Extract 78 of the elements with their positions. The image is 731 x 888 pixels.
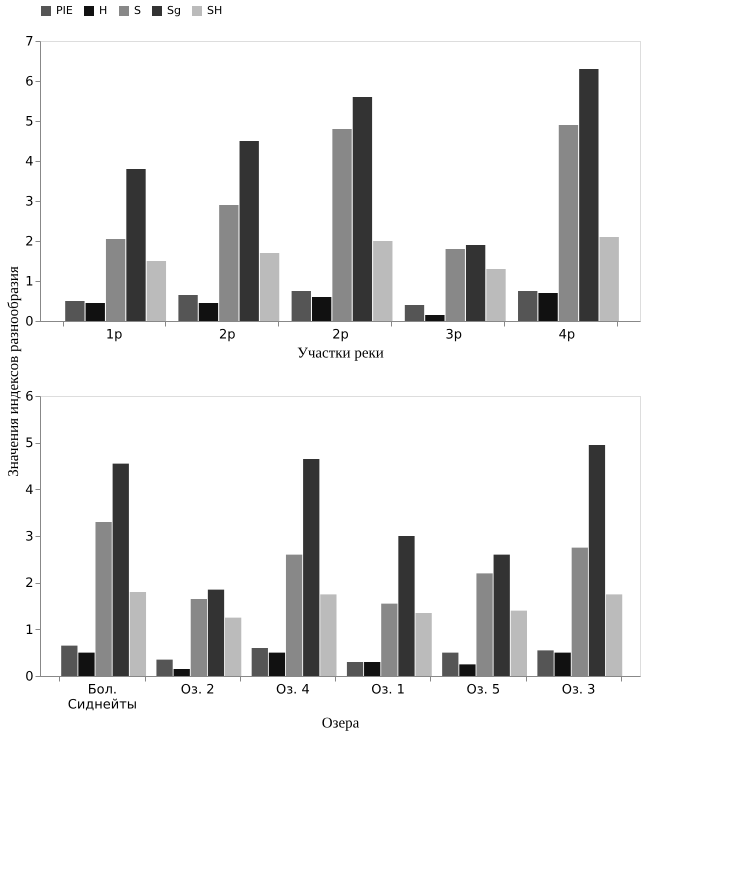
- y-tick-label: 4: [25, 482, 34, 498]
- bar: [579, 69, 599, 321]
- bar: [208, 590, 224, 676]
- bar: [198, 303, 218, 321]
- bar: [364, 662, 380, 676]
- legend-label: SH: [207, 4, 222, 17]
- bar: [260, 253, 280, 321]
- bar: [156, 660, 173, 676]
- y-tick-label: 1: [25, 622, 34, 638]
- y-tick-label: 3: [25, 530, 34, 544]
- y-axis-title: Значения индексов разнообразия: [6, 266, 22, 477]
- bar: [178, 295, 198, 321]
- bar: [225, 618, 242, 676]
- y-tick-label: 0: [25, 314, 34, 330]
- y-tick-label: 2: [25, 576, 34, 592]
- bar: [404, 305, 424, 321]
- bar: [442, 652, 458, 676]
- bar: [415, 613, 432, 676]
- y-tick-label: 2: [25, 234, 34, 250]
- bar: [518, 291, 538, 321]
- x-tick-label: 1р: [106, 328, 122, 342]
- bar: [606, 594, 622, 676]
- bar: [373, 241, 392, 321]
- y-tick-label: 5: [25, 114, 34, 130]
- x-tick-label: 2р: [219, 328, 236, 342]
- bar: [537, 650, 554, 676]
- x-tick-label: Оз. 1: [371, 682, 405, 698]
- bar: [486, 269, 506, 321]
- bar: [554, 652, 571, 676]
- y-tick-label: 5: [25, 436, 34, 452]
- x-tick-label: Оз. 4: [276, 682, 310, 698]
- bar: [174, 669, 190, 676]
- bar: [466, 245, 486, 321]
- x-axis-title: Участки реки: [297, 346, 384, 362]
- bar: [398, 536, 415, 676]
- y-tick-label: 4: [25, 154, 34, 170]
- bar: [61, 646, 78, 676]
- bar: [425, 315, 445, 321]
- y-tick-label: 6: [25, 74, 34, 90]
- y-tick-label: 6: [25, 390, 34, 404]
- x-tick-label: 3р: [445, 328, 462, 342]
- bar: [459, 664, 476, 676]
- x-axis-title: Озера: [322, 716, 360, 732]
- x-tick-label: 2р: [332, 328, 349, 342]
- bar: [538, 293, 558, 321]
- bar: [510, 610, 527, 676]
- y-tick-label: 7: [25, 34, 34, 50]
- bar: [252, 648, 268, 676]
- legend-label: S: [134, 4, 141, 17]
- bar: [240, 141, 259, 321]
- bar: [65, 301, 85, 321]
- y-tick-label: 0: [25, 670, 34, 684]
- bar: [346, 662, 364, 676]
- x-tick-label: Оз. 2: [180, 682, 214, 698]
- y-tick-label: 3: [25, 194, 34, 210]
- bar: [86, 303, 105, 321]
- bar: [320, 594, 337, 676]
- bar: [312, 297, 332, 321]
- bar: [303, 459, 320, 676]
- bar: [494, 554, 510, 676]
- legend-label: PIE: [56, 4, 73, 17]
- x-tick-label: 4р: [558, 328, 576, 342]
- x-tick-label: Оз. 5: [466, 682, 500, 698]
- bar: [130, 592, 146, 676]
- y-tick-label: 1: [25, 274, 34, 290]
- bar: [112, 464, 129, 676]
- legend-label: Sg: [167, 4, 181, 17]
- bar: [352, 97, 372, 321]
- bar: [600, 237, 619, 321]
- bar: [292, 291, 311, 321]
- legend-label: H: [99, 4, 108, 17]
- bar: [126, 169, 146, 321]
- bar: [78, 652, 95, 676]
- x-tick-label: Оз. 3: [562, 682, 596, 698]
- bar: [268, 652, 286, 676]
- x-tick-label: Бол. Сиднейты: [68, 682, 138, 712]
- bar: [588, 445, 606, 676]
- bar: [146, 261, 166, 321]
